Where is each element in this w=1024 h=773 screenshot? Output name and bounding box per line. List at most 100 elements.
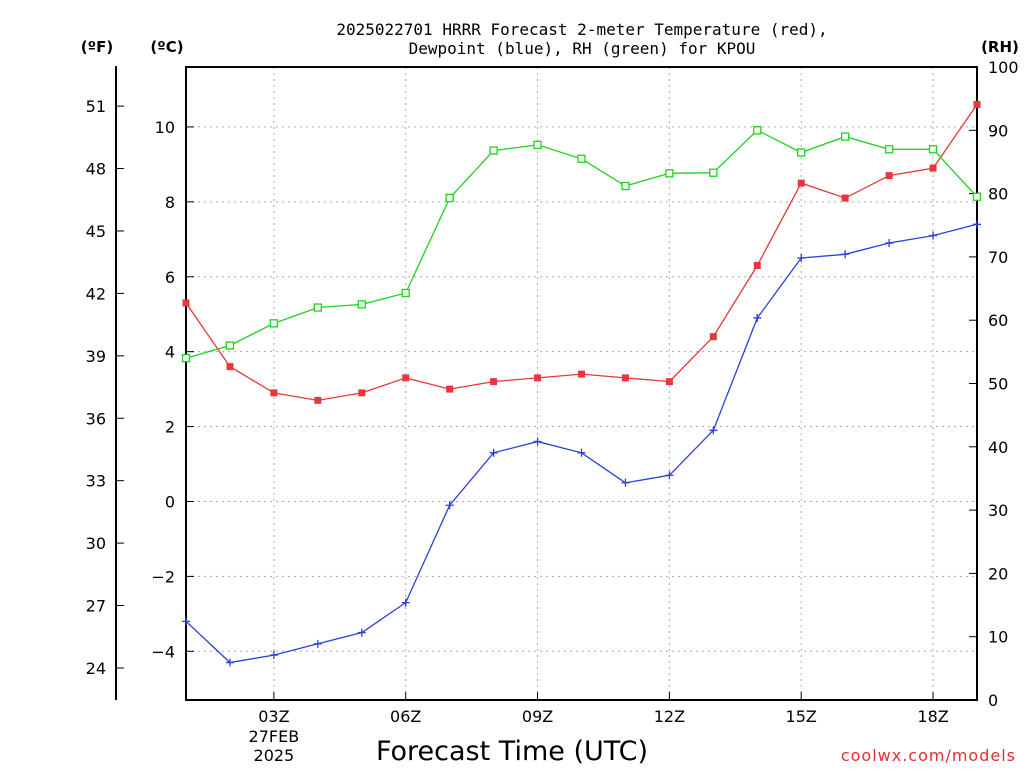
temperature-point (534, 374, 542, 382)
x-axis-label: Forecast Time (UTC) (376, 736, 648, 767)
dewpoint-point (709, 426, 718, 435)
celsius-tick-label: 2 (165, 418, 175, 437)
temperature-point (270, 389, 278, 397)
temperature-point (665, 378, 673, 386)
temperature-point (402, 374, 410, 382)
rh-unit-label: (RH) (981, 38, 1019, 56)
x-tick-label: 03Z (258, 707, 289, 726)
celsius-tick-label: −2 (151, 567, 175, 586)
rh-point (972, 192, 982, 201)
x-tick-sublabel-date: 27FEB (249, 727, 300, 746)
rh-point (621, 181, 630, 191)
chart-title-line2: Dewpoint (blue), RH (green) for KPOU (409, 39, 756, 58)
celsius-tick-label: 8 (165, 193, 175, 212)
rh-point (269, 319, 279, 328)
x-tick-label: 15Z (786, 707, 817, 726)
temperature-point (182, 299, 190, 307)
chart-title-line1: 2025022701 HRRR Forecast 2-meter Tempera… (336, 20, 827, 39)
fahrenheit-tick-label: 39 (86, 347, 106, 366)
rh-point (884, 145, 894, 154)
celsius-tick-label: −4 (151, 642, 175, 661)
rh-point (401, 288, 410, 298)
rh-point (533, 140, 542, 150)
dewpoint-point (445, 501, 454, 510)
rh-tick-label: 0 (988, 691, 998, 710)
temperature-point (358, 389, 366, 397)
celsius-tick-label: 0 (165, 492, 175, 511)
dewpoint-point (269, 651, 278, 660)
plot-layer: −4−2024681024273033363942454851010203040… (86, 58, 1019, 765)
dewpoint-point (841, 250, 850, 259)
dewpoint-point (885, 239, 894, 248)
temperature-point (753, 262, 761, 270)
fahrenheit-tick-label: 36 (86, 409, 106, 428)
temperature-point (578, 370, 585, 378)
x-tick-sublabel-year: 2025 (254, 746, 295, 765)
fahrenheit-tick-label: 42 (86, 284, 106, 303)
rh-point (313, 303, 322, 312)
celsius-tick-label: 10 (155, 118, 175, 137)
dewpoint-series-line (185, 223, 978, 664)
dewpoint-point (401, 598, 410, 607)
temperature-point (929, 164, 937, 172)
temperature-point (841, 194, 849, 202)
rh-point (225, 341, 235, 350)
rh-point (709, 168, 718, 177)
rh-tick-label: 10 (988, 628, 1008, 647)
rh-tick-label: 80 (988, 185, 1008, 204)
fahrenheit-tick-label: 27 (86, 597, 106, 616)
dewpoint-point (182, 617, 190, 626)
x-tick-label: 09Z (522, 707, 553, 726)
dewpoint-point (797, 254, 806, 263)
temperature-point (314, 396, 322, 404)
dewpoint-point (753, 313, 762, 322)
fahrenheit-tick-label: 30 (86, 534, 106, 553)
temperature-point (226, 363, 234, 371)
temperature-point (709, 333, 717, 341)
fahrenheit-tick-label: 51 (86, 97, 106, 116)
rh-tick-label: 90 (988, 121, 1008, 140)
rh-point (489, 146, 498, 155)
dewpoint-point (313, 639, 322, 648)
x-tick-label: 12Z (654, 707, 685, 726)
dewpoint-point (665, 471, 674, 480)
rh-tick-label: 50 (988, 375, 1008, 394)
celsius-tick-label: 4 (165, 343, 175, 362)
rh-point (665, 169, 674, 178)
dewpoint-point (621, 478, 630, 487)
fahrenheit-tick-label: 24 (86, 659, 106, 678)
dewpoint-point (225, 658, 234, 667)
temperature-point (885, 172, 893, 180)
rh-point (181, 354, 191, 363)
rh-point (797, 148, 806, 157)
rh-series-line (185, 129, 978, 359)
rh-tick-label: 60 (988, 311, 1008, 330)
dewpoint-point (577, 448, 586, 457)
dewpoint-point (533, 437, 542, 446)
fahrenheit-unit-label: (ºF) (81, 38, 113, 56)
rh-point (928, 145, 938, 154)
rh-point (445, 193, 454, 203)
temperature-point (446, 385, 454, 393)
rh-point (753, 126, 762, 135)
temperature-point (973, 100, 981, 108)
dewpoint-point (973, 220, 981, 229)
temperature-point (490, 378, 498, 386)
x-tick-label: 06Z (390, 707, 421, 726)
fahrenheit-tick-label: 33 (86, 472, 106, 491)
rh-tick-label: 20 (988, 564, 1008, 583)
dewpoint-point (929, 231, 938, 240)
dewpoint-point (489, 448, 498, 457)
fahrenheit-tick-label: 48 (86, 160, 106, 179)
rh-point (577, 154, 586, 163)
temperature-point (797, 179, 805, 187)
rh-tick-label: 100 (988, 58, 1019, 77)
rh-tick-label: 30 (988, 501, 1008, 520)
celsius-tick-label: 6 (165, 268, 175, 287)
rh-tick-label: 70 (988, 248, 1008, 267)
rh-point (841, 132, 850, 141)
rh-point (357, 300, 366, 309)
watermark: coolwx.com/models (841, 746, 1016, 765)
